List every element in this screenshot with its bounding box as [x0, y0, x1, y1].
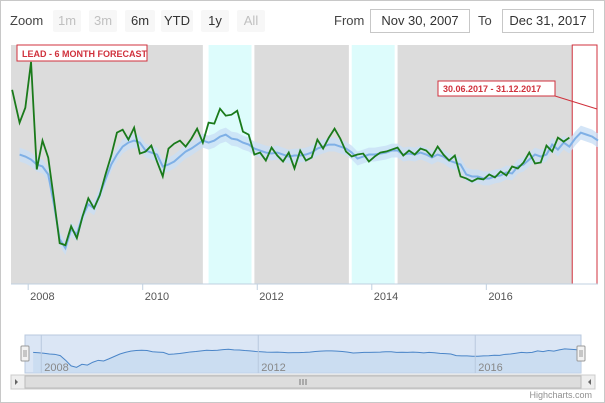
navigator-right-handle[interactable]	[576, 345, 586, 362]
zoom-1y-button[interactable]: 1y	[201, 10, 229, 32]
grey-band	[254, 45, 349, 284]
forecast-window	[571, 44, 598, 285]
forecast-window-box	[571, 44, 598, 285]
range-to-label: To	[478, 13, 492, 28]
zoom-3m-button[interactable]: 3m	[89, 10, 117, 32]
navigator-tick-label: 2008	[44, 362, 68, 374]
zoom-all-button[interactable]: All	[237, 10, 265, 32]
credits-link[interactable]: Highcharts.com	[529, 390, 592, 400]
navigator-tick-label: 2012	[261, 362, 285, 374]
zoom-ytd-button[interactable]: YTD	[161, 10, 193, 32]
scroll-left-arrow-icon[interactable]	[15, 379, 18, 385]
navigator-line	[33, 348, 582, 368]
x-tick-label: 2012	[259, 291, 283, 303]
actual-line	[11, 61, 570, 247]
forecast-period-pointer	[554, 95, 598, 110]
annotations: LEAD - 6 MONTH FORECAST 30.06.2017 - 31.1…	[16, 44, 598, 110]
forecast-range-area	[19, 125, 598, 256]
navigator-area	[33, 348, 581, 373]
x-tick-label: 2010	[145, 291, 169, 303]
x-tick-label: 2008	[30, 291, 54, 303]
zoom-1m-button[interactable]: 1m	[53, 10, 81, 32]
navigator[interactable]: 2008 2012 2016	[10, 334, 596, 390]
forecast-line	[19, 131, 599, 251]
x-tick-label: 2014	[374, 291, 398, 303]
navigator-left-handle[interactable]	[20, 345, 30, 362]
forecast-period-box	[437, 80, 556, 97]
forecast-period-label: 30.06.2017 - 31.12.2017	[443, 84, 541, 94]
zoom-6m-button[interactable]: 6m	[125, 10, 155, 32]
plot-lines	[11, 61, 599, 256]
range-from-input[interactable]: Nov 30, 2007	[370, 9, 470, 33]
x-axis: 2008 2010 2012 2014 2016	[11, 283, 598, 303]
chart-title: LEAD - 6 MONTH FORECAST	[22, 49, 148, 59]
scroll-right-arrow-icon[interactable]	[588, 379, 591, 385]
zoom-label: Zoom	[10, 13, 44, 28]
plot-bands	[11, 45, 573, 284]
range-to-input[interactable]: Dec 31, 2017	[502, 9, 594, 33]
x-tick-label: 2016	[488, 291, 512, 303]
navigator-tick-label: 2016	[478, 362, 502, 374]
cyan-band	[208, 45, 252, 284]
title-box	[16, 44, 148, 62]
range-from-label: From	[334, 13, 365, 28]
